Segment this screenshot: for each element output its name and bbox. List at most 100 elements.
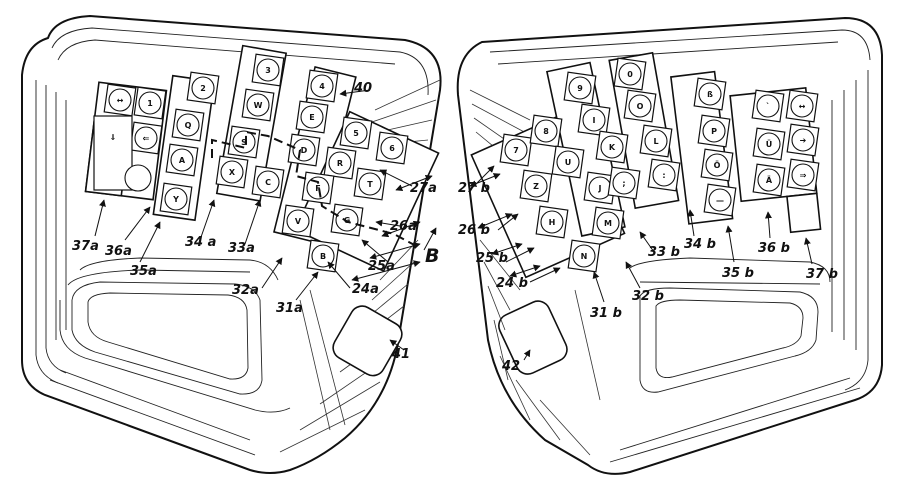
key-label: ⇐ bbox=[143, 134, 150, 143]
key-q-left[interactable]: Q bbox=[172, 109, 204, 141]
key-l-right[interactable]: L bbox=[640, 125, 672, 157]
key-a-left[interactable]: A bbox=[166, 144, 198, 176]
label-b: B bbox=[425, 245, 439, 267]
key-y-left[interactable]: Y bbox=[160, 183, 192, 215]
key-colon-right[interactable]: : bbox=[648, 159, 680, 191]
label-27a: 27a bbox=[410, 181, 437, 196]
key-s-left[interactable]: S bbox=[228, 126, 260, 158]
leader-arrow bbox=[728, 226, 734, 262]
key-x-left[interactable]: X bbox=[216, 156, 248, 188]
key-n-right[interactable]: N bbox=[568, 240, 600, 272]
key-label: E bbox=[309, 113, 314, 122]
key-label: 6 bbox=[389, 144, 395, 153]
key-label: 4 bbox=[319, 82, 325, 91]
key-label: Ü bbox=[766, 139, 773, 149]
key-oe-right[interactable]: Ö bbox=[701, 149, 733, 181]
key-tab-right[interactable]: ↔ bbox=[786, 90, 818, 122]
key-w-left[interactable]: W bbox=[242, 89, 274, 121]
key-2-left[interactable]: 2 bbox=[187, 72, 219, 104]
key-label: U bbox=[565, 158, 572, 167]
label-26a: 26a bbox=[390, 219, 417, 234]
key-b-left[interactable]: B bbox=[307, 240, 339, 272]
key-label: I bbox=[593, 116, 596, 125]
key-h-right[interactable]: H bbox=[536, 206, 568, 238]
key-label: T bbox=[367, 180, 373, 189]
key-1-left[interactable]: 1 bbox=[134, 87, 166, 119]
label-36a: 36a bbox=[105, 244, 132, 259]
key-c-left[interactable]: C bbox=[252, 166, 284, 198]
key-label: 8 bbox=[543, 127, 549, 136]
key-label: P bbox=[711, 127, 717, 136]
key-z-right[interactable]: Z bbox=[520, 170, 552, 202]
key-u-right[interactable]: U bbox=[552, 146, 584, 178]
key-f-left[interactable]: F bbox=[302, 172, 334, 204]
key-ae-right[interactable]: Ä bbox=[753, 164, 785, 196]
key-9-right[interactable]: 9 bbox=[564, 72, 596, 104]
key-label: 0 bbox=[627, 70, 633, 79]
key-k-right[interactable]: K bbox=[596, 131, 628, 163]
label-26b: 26 b bbox=[458, 223, 490, 238]
key-label: O bbox=[637, 102, 644, 111]
key-3-left[interactable]: 3 bbox=[252, 54, 284, 86]
key-ss-right[interactable]: ß bbox=[694, 78, 726, 110]
key-i-right[interactable]: I bbox=[578, 104, 610, 136]
key-label: X bbox=[229, 168, 236, 177]
key-0-right[interactable]: 0 bbox=[614, 58, 646, 90]
label-36b: 36 b bbox=[758, 241, 790, 256]
key-v-left[interactable]: V bbox=[282, 205, 314, 237]
label-27b: 27 b bbox=[458, 181, 490, 196]
key-t-left[interactable]: T bbox=[354, 168, 386, 200]
key-label: D bbox=[301, 146, 308, 155]
leader-arrow bbox=[262, 258, 282, 288]
key-label: 3 bbox=[265, 66, 271, 75]
key-arr2-right[interactable]: ⇒ bbox=[787, 159, 819, 191]
key-label: 1 bbox=[147, 99, 153, 108]
leader-arrow bbox=[140, 222, 160, 262]
leader-arrow bbox=[296, 272, 318, 300]
key-label: ⇒ bbox=[800, 171, 807, 180]
key-label: ➔ bbox=[800, 136, 807, 145]
key-6-left[interactable]: 6 bbox=[376, 132, 408, 164]
key-label: Q bbox=[185, 121, 192, 130]
label-34a: 34 a bbox=[185, 235, 216, 250]
key-ue-right[interactable]: Ü bbox=[753, 128, 785, 160]
key-label: V bbox=[295, 217, 302, 226]
key-dash-right[interactable]: — bbox=[704, 184, 736, 216]
key-label: ⇓ bbox=[110, 133, 117, 142]
label-25b: 25 b bbox=[476, 251, 508, 266]
key-label: R bbox=[337, 159, 343, 168]
label-37b: 37 b bbox=[806, 267, 838, 282]
key-arr1-right[interactable]: ➔ bbox=[787, 124, 819, 156]
key-label: C bbox=[265, 178, 271, 187]
key-7-right[interactable]: 7 bbox=[500, 134, 532, 166]
key-g-left[interactable]: G bbox=[331, 204, 363, 236]
key-e-left[interactable]: E bbox=[296, 101, 328, 133]
key-label: Ö bbox=[714, 160, 721, 170]
key-acc-right[interactable]: ` bbox=[752, 90, 784, 122]
key-d-left[interactable]: D bbox=[288, 134, 320, 166]
key-ins-left[interactable]: ↔ bbox=[104, 84, 136, 116]
label-32a: 32a bbox=[232, 283, 259, 298]
key-label: ; bbox=[622, 179, 625, 188]
key-o-right[interactable]: O bbox=[624, 90, 656, 122]
leader-arrow bbox=[768, 212, 770, 238]
leader-arrow bbox=[594, 272, 604, 302]
key-label: ß bbox=[707, 90, 713, 99]
key-m-right[interactable]: M bbox=[592, 207, 624, 239]
label-24a: 24a bbox=[352, 282, 379, 297]
label-35b: 35 b bbox=[722, 266, 754, 281]
key-label: ↔ bbox=[117, 96, 124, 105]
key-back-left[interactable]: ⇐ bbox=[130, 122, 162, 154]
key-comma-right[interactable]: ; bbox=[608, 167, 640, 199]
key-label: 7 bbox=[513, 146, 519, 155]
label-35a: 35a bbox=[130, 264, 157, 279]
key-label: : bbox=[662, 171, 665, 180]
key-label: L bbox=[653, 137, 658, 146]
key-p-right[interactable]: P bbox=[698, 115, 730, 147]
key-5-left[interactable]: 5 bbox=[340, 117, 372, 149]
label-32b: 32 b bbox=[632, 289, 664, 304]
label-37a: 37a bbox=[72, 239, 99, 254]
key-4-left[interactable]: 4 bbox=[306, 70, 338, 102]
key-r-left[interactable]: R bbox=[324, 147, 356, 179]
key-8-right[interactable]: 8 bbox=[530, 115, 562, 147]
